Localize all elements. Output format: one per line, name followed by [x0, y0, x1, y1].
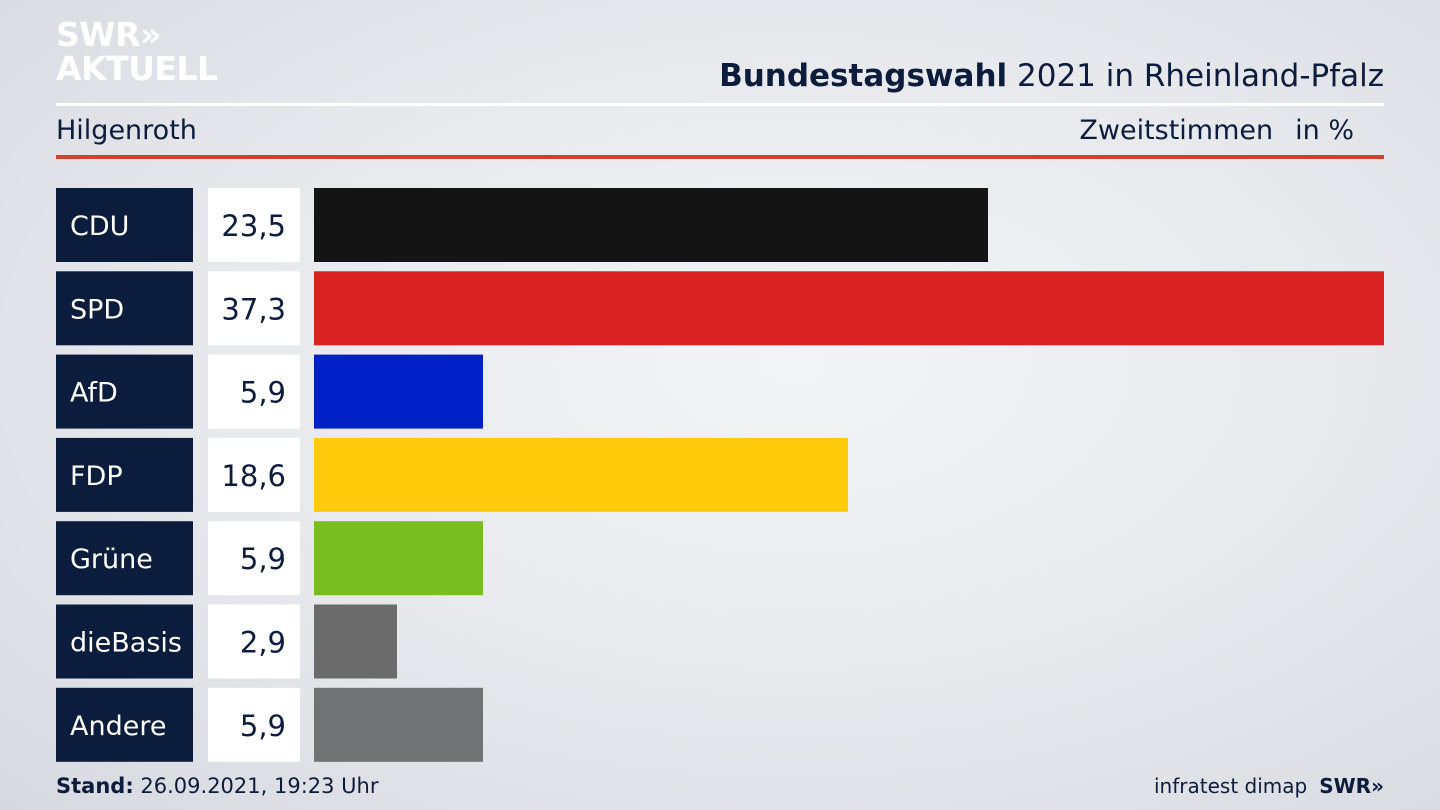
party-label-box-andere [56, 687, 193, 762]
value-label-andere: 5,9 [240, 709, 286, 743]
party-label-box-afd [56, 354, 193, 429]
party-label-diebasis: dieBasis [70, 628, 182, 659]
value-label-afd: 5,9 [240, 376, 286, 410]
source-credit: infratest dimap SWR» [1154, 774, 1384, 798]
header-divider [56, 103, 1384, 106]
bar-diebasis [314, 604, 397, 679]
party-label-andere: Andere [70, 711, 166, 742]
bar-spd [314, 271, 1384, 346]
bar-andere [314, 687, 483, 762]
metric-name: Zweitstimmen [1079, 115, 1274, 146]
party-label-box-diebasis [56, 604, 193, 679]
stand-label: Stand: [56, 774, 134, 798]
party-label-gr-ne: Grüne [70, 544, 153, 575]
logo-line-2: AKTUELL [56, 49, 218, 88]
title-rest: 2021 in Rheinland-Pfalz [1007, 58, 1384, 94]
bar-gr-ne [314, 521, 483, 596]
value-box-diebasis [208, 604, 300, 679]
value-box-andere [208, 687, 300, 762]
value-label-cdu: 23,5 [221, 209, 286, 243]
value-label-gr-ne: 5,9 [240, 542, 286, 576]
value-box-spd [208, 271, 300, 346]
party-label-box-fdp [56, 437, 193, 512]
party-label-cdu: CDU [70, 211, 129, 242]
value-box-gr-ne [208, 521, 300, 596]
party-label-fdp: FDP [70, 461, 123, 492]
bar-afd [314, 354, 483, 429]
timestamp: Stand: 26.09.2021, 19:23 Uhr [56, 774, 379, 798]
bar-fdp [314, 437, 848, 512]
page-title: Bundestagswahl 2021 in Rheinland-Pfalz [719, 58, 1384, 94]
source-label: infratest dimap [1154, 774, 1308, 798]
party-label-box-spd [56, 271, 193, 346]
region-label: Hilgenroth [56, 115, 197, 146]
value-label-diebasis: 2,9 [240, 626, 286, 660]
unit-label: in % [1295, 115, 1354, 146]
value-label-fdp: 18,6 [221, 459, 286, 493]
party-label-box-gr-ne [56, 521, 193, 596]
value-box-cdu [208, 188, 300, 262]
accent-divider [56, 155, 1384, 159]
party-label-box-cdu [56, 188, 193, 262]
value-label-spd: 37,3 [221, 292, 286, 326]
value-box-fdp [208, 437, 300, 512]
stand-value: 26.09.2021, 19:23 Uhr [133, 774, 379, 798]
logo-line-1: SWR» [56, 15, 161, 54]
swr-aktuell-logo: SWR» AKTUELL [56, 18, 218, 86]
party-label-spd: SPD [70, 294, 124, 325]
swr-footer-logo: SWR» [1319, 774, 1384, 798]
metric-label: Zweitstimmen in % [1079, 115, 1354, 146]
title-bold: Bundestagswahl [719, 58, 1008, 94]
party-label-afd: AfD [70, 378, 118, 409]
bar-cdu [314, 188, 988, 262]
value-box-afd [208, 354, 300, 429]
